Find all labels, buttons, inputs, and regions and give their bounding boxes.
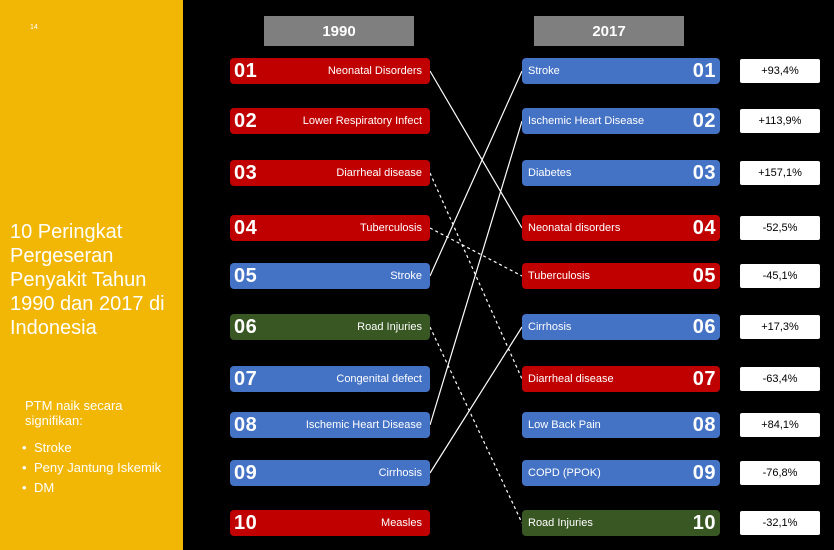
disease-label: COPD (PPOK) bbox=[528, 467, 601, 479]
bullet-item: Stroke bbox=[22, 440, 177, 455]
rank-number: 09 bbox=[692, 461, 716, 484]
rank-1990-item: 05 Stroke bbox=[230, 263, 430, 289]
rank-2017-item: Neonatal disorders 04 bbox=[522, 215, 720, 241]
rank-number: 03 bbox=[692, 161, 716, 184]
connector-line bbox=[429, 70, 523, 229]
disease-label: Stroke bbox=[528, 65, 560, 77]
rank-2017-item: Ischemic Heart Disease 02 bbox=[522, 108, 720, 134]
connector-line bbox=[429, 120, 523, 426]
disease-label: Tuberculosis bbox=[528, 270, 590, 282]
slide-title: 10 Peringkat Pergeseran Penyakit Tahun 1… bbox=[10, 221, 165, 339]
subhead-text: PTM naik secara signifikan: bbox=[25, 398, 123, 428]
rank-2017-item: Stroke 01 bbox=[522, 58, 720, 84]
rank-number: 01 bbox=[692, 59, 716, 82]
rank-number: 04 bbox=[234, 216, 258, 239]
rank-number: 03 bbox=[234, 161, 258, 184]
disease-label: Diabetes bbox=[528, 167, 572, 179]
disease-label: Tuberculosis bbox=[360, 222, 422, 234]
rank-1990-item: 07 Congenital defect bbox=[230, 366, 430, 392]
rank-number: 05 bbox=[234, 264, 258, 287]
slide-number: 14 bbox=[30, 24, 38, 31]
rank-2017-item: Diabetes 03 bbox=[522, 160, 720, 186]
rank-2017-item: Tuberculosis 05 bbox=[522, 263, 720, 289]
percent-change-badge: +84,1% bbox=[740, 413, 820, 437]
disease-label: Cirrhosis bbox=[378, 467, 422, 479]
percent-change-badge: -63,4% bbox=[740, 367, 820, 391]
percent-change-badge: -45,1% bbox=[740, 264, 820, 288]
disease-label: Road Injuries bbox=[528, 517, 593, 529]
rank-1990-item: 03 Diarrheal disease bbox=[230, 160, 430, 186]
rank-1990-item: 08 Ischemic Heart Disease bbox=[230, 412, 430, 438]
rank-number: 10 bbox=[234, 511, 258, 534]
connector-line bbox=[429, 326, 523, 474]
rank-number: 07 bbox=[234, 367, 258, 390]
disease-label: Stroke bbox=[390, 270, 422, 282]
rank-1990-item: 09 Cirrhosis bbox=[230, 460, 430, 486]
disease-label: Lower Respiratory Infect bbox=[302, 115, 422, 127]
rank-number: 01 bbox=[234, 59, 258, 82]
rank-2017-item: Road Injuries 10 bbox=[522, 510, 720, 536]
rank-number: 02 bbox=[692, 109, 716, 132]
rank-number: 06 bbox=[234, 315, 258, 338]
rank-2017-item: Cirrhosis 06 bbox=[522, 314, 720, 340]
rank-number: 10 bbox=[692, 511, 716, 534]
disease-label: Cirrhosis bbox=[528, 321, 572, 333]
rank-1990-item: 06 Road Injuries bbox=[230, 314, 430, 340]
disease-label: Diarrheal disease bbox=[528, 373, 614, 385]
disease-label: Ischemic Heart Disease bbox=[305, 419, 422, 431]
percent-change-badge: -76,8% bbox=[740, 461, 820, 485]
percent-change-badge: +17,3% bbox=[740, 315, 820, 339]
rank-number: 09 bbox=[234, 461, 258, 484]
rank-1990-item: 02 Lower Respiratory Infect bbox=[230, 108, 430, 134]
disease-label: Neonatal Disorders bbox=[327, 65, 422, 77]
percent-change-badge: -32,1% bbox=[740, 511, 820, 535]
connector-line bbox=[429, 227, 523, 277]
header-1990: 1990 bbox=[264, 16, 414, 46]
disease-label: Ischemic Heart Disease bbox=[528, 115, 645, 127]
disease-label: Road Injuries bbox=[357, 321, 422, 333]
connector-line bbox=[429, 172, 523, 380]
bullet-item: DM bbox=[22, 480, 177, 495]
rank-number: 04 bbox=[692, 216, 716, 239]
rank-number: 08 bbox=[692, 413, 716, 436]
disease-label: Measles bbox=[381, 517, 422, 529]
percent-change-badge: +113,9% bbox=[740, 109, 820, 133]
disease-label: Low Back Pain bbox=[528, 419, 601, 431]
rank-1990-item: 04 Tuberculosis bbox=[230, 215, 430, 241]
percent-change-badge: -52,5% bbox=[740, 216, 820, 240]
disease-label: Neonatal disorders bbox=[528, 222, 621, 234]
bullet-list: Stroke Peny Jantung Iskemik DM bbox=[22, 440, 177, 500]
header-2017: 2017 bbox=[534, 16, 684, 46]
percent-change-badge: +157,1% bbox=[740, 161, 820, 185]
disease-label: Congenital defect bbox=[336, 373, 422, 385]
rank-number: 07 bbox=[692, 367, 716, 390]
rank-number: 02 bbox=[234, 109, 258, 132]
percent-change-badge: +93,4% bbox=[740, 59, 820, 83]
rank-2017-item: Low Back Pain 08 bbox=[522, 412, 720, 438]
connector-line bbox=[429, 326, 523, 524]
rank-2017-item: COPD (PPOK) 09 bbox=[522, 460, 720, 486]
rank-number: 06 bbox=[692, 315, 716, 338]
bullet-item: Peny Jantung Iskemik bbox=[22, 460, 177, 475]
rank-1990-item: 10 Measles bbox=[230, 510, 430, 536]
disease-label: Diarrheal disease bbox=[336, 167, 422, 179]
connector-line bbox=[429, 70, 523, 277]
sidebar-panel: 14 10 Peringkat Pergeseran Penyakit Tahu… bbox=[0, 0, 183, 550]
rank-number: 05 bbox=[692, 264, 716, 287]
rank-2017-item: Diarrheal disease 07 bbox=[522, 366, 720, 392]
rank-number: 08 bbox=[234, 413, 258, 436]
rank-1990-item: 01 Neonatal Disorders bbox=[230, 58, 430, 84]
